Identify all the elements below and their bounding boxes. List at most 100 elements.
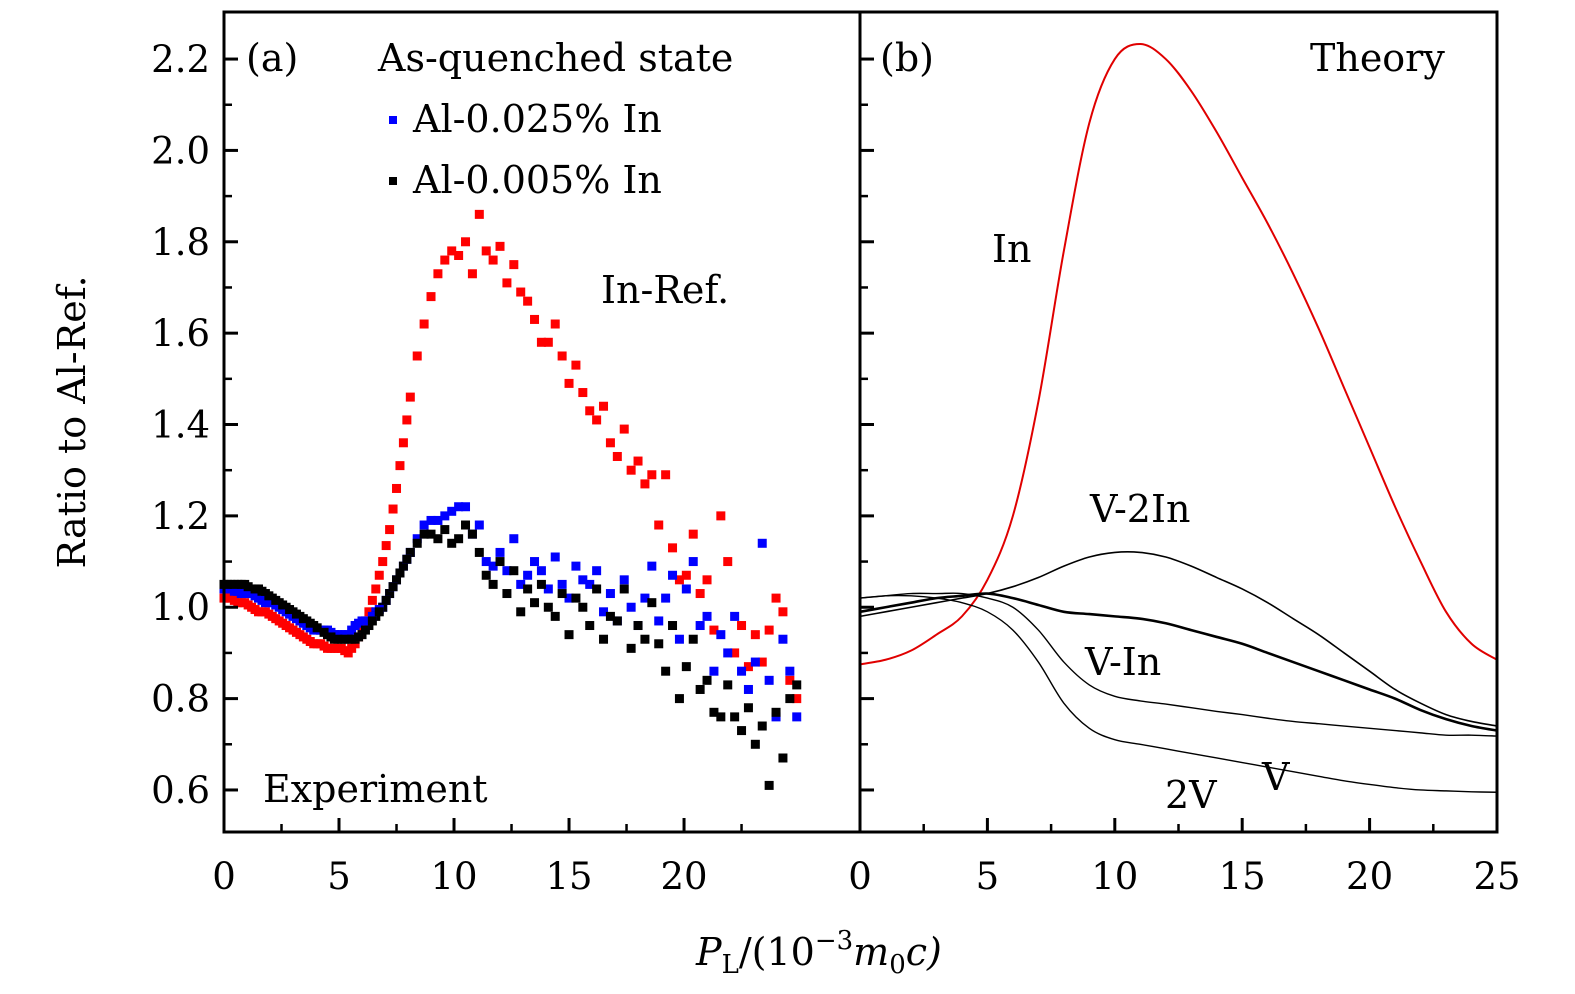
data-point bbox=[326, 627, 336, 637]
data-point bbox=[305, 623, 315, 633]
data-point bbox=[509, 566, 519, 576]
data-point bbox=[654, 616, 664, 626]
data-point bbox=[433, 269, 443, 279]
data-point bbox=[402, 415, 412, 425]
data-point bbox=[257, 595, 267, 605]
data-point bbox=[412, 538, 422, 548]
x-axis-title: PL/(10−3m0c) bbox=[695, 926, 942, 980]
data-point bbox=[543, 337, 553, 347]
curve-v-in bbox=[859, 592, 1498, 732]
data-point bbox=[426, 292, 436, 302]
data-point bbox=[619, 424, 629, 434]
data-point bbox=[461, 237, 471, 247]
data-point bbox=[681, 662, 691, 672]
data-point bbox=[298, 618, 308, 628]
data-point bbox=[771, 712, 781, 722]
data-point bbox=[447, 246, 457, 256]
panel-a-label: (a) bbox=[246, 36, 298, 80]
x-axis-title-msub: 0 bbox=[889, 950, 906, 980]
data-point bbox=[695, 621, 705, 631]
data-point bbox=[347, 643, 357, 653]
data-point bbox=[385, 525, 395, 535]
axis-tick-labels: 0.6 0.8 1.0 1.2 1.4 1.6 1.8 2.0 2.2 0 5 10 15 20 0 5 10 1… bbox=[151, 38, 1520, 898]
data-point bbox=[723, 648, 733, 658]
data-point bbox=[516, 579, 526, 589]
x-axis-title-sub: L bbox=[722, 950, 739, 980]
data-point bbox=[488, 255, 498, 265]
in-ref-label: In-Ref. bbox=[601, 268, 729, 312]
data-point bbox=[550, 611, 560, 621]
curve-label-2v: 2V bbox=[1165, 773, 1217, 817]
data-point bbox=[509, 534, 519, 544]
y-tick-label: 1.8 bbox=[151, 221, 210, 264]
data-point bbox=[291, 614, 301, 624]
data-point bbox=[578, 602, 588, 612]
data-point bbox=[619, 575, 629, 585]
data-point bbox=[419, 319, 429, 329]
data-point bbox=[688, 529, 698, 539]
x-tick-label: 15 bbox=[545, 855, 592, 898]
data-point bbox=[312, 639, 322, 649]
data-point bbox=[626, 602, 636, 612]
data-point bbox=[354, 632, 364, 642]
data-point bbox=[571, 593, 581, 603]
y-tick-label: 1.2 bbox=[151, 495, 210, 538]
data-point bbox=[454, 502, 464, 512]
data-point bbox=[592, 566, 602, 576]
data-point bbox=[291, 627, 301, 637]
data-point bbox=[278, 605, 288, 615]
data-point bbox=[764, 625, 774, 635]
data-point bbox=[757, 538, 767, 548]
data-point bbox=[516, 607, 526, 617]
data-point bbox=[543, 602, 553, 612]
data-point bbox=[454, 250, 464, 260]
data-point bbox=[709, 625, 719, 635]
x-tick-label: 0 bbox=[212, 855, 236, 898]
data-point bbox=[764, 675, 774, 685]
x-tick-label: 5 bbox=[976, 855, 1000, 898]
data-point bbox=[229, 579, 239, 589]
data-point bbox=[243, 600, 253, 610]
y-tick-label: 0.6 bbox=[151, 769, 210, 812]
data-point bbox=[737, 666, 747, 676]
data-point bbox=[730, 648, 740, 658]
data-point bbox=[661, 593, 671, 603]
data-point bbox=[750, 739, 760, 749]
data-point bbox=[229, 595, 239, 605]
data-point bbox=[405, 392, 415, 402]
x-axis-title-end: c) bbox=[906, 930, 942, 974]
data-point bbox=[385, 589, 395, 599]
data-point bbox=[264, 598, 274, 608]
data-point bbox=[326, 632, 336, 642]
data-point bbox=[605, 611, 615, 621]
y-tick-label: 1.4 bbox=[151, 404, 210, 447]
data-point bbox=[481, 570, 491, 580]
data-point bbox=[647, 561, 657, 571]
x-axis-title-P: P bbox=[695, 930, 723, 974]
y-tick-label: 2.0 bbox=[151, 129, 210, 172]
data-point bbox=[743, 703, 753, 713]
data-point bbox=[695, 684, 705, 694]
data-point bbox=[681, 584, 691, 594]
data-point bbox=[467, 529, 477, 539]
data-point bbox=[702, 575, 712, 585]
data-point bbox=[530, 598, 540, 608]
x-axis-title-mid: /(10 bbox=[739, 930, 815, 974]
data-point bbox=[578, 388, 588, 398]
data-point bbox=[264, 609, 274, 619]
data-point bbox=[647, 470, 657, 480]
data-point bbox=[550, 319, 560, 329]
data-point bbox=[785, 675, 795, 685]
data-point bbox=[278, 618, 288, 628]
data-point bbox=[285, 609, 295, 619]
data-point bbox=[495, 241, 505, 251]
panel-b-label: (b) bbox=[880, 36, 934, 80]
data-point bbox=[785, 694, 795, 704]
data-point bbox=[695, 589, 705, 599]
data-point bbox=[688, 557, 698, 567]
data-point bbox=[461, 502, 471, 512]
data-point bbox=[723, 680, 733, 690]
data-point bbox=[743, 684, 753, 694]
data-point bbox=[661, 470, 671, 480]
data-point bbox=[778, 607, 788, 617]
